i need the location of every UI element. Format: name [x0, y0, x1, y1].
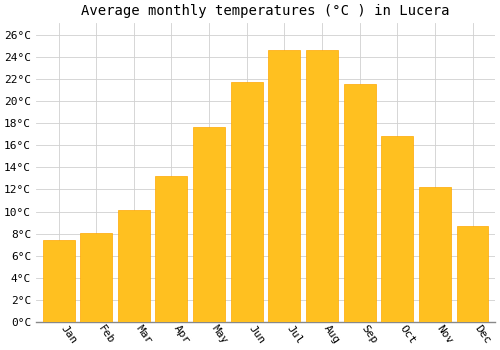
Title: Average monthly temperatures (°C ) in Lucera: Average monthly temperatures (°C ) in Lu… — [82, 4, 450, 18]
Bar — [306, 50, 338, 322]
Bar — [156, 176, 188, 322]
Bar — [80, 232, 112, 322]
Bar — [344, 84, 376, 322]
Bar — [268, 50, 300, 322]
Bar — [193, 127, 225, 322]
Bar — [118, 210, 150, 322]
Bar — [231, 82, 262, 322]
Bar — [419, 187, 451, 322]
Bar — [42, 240, 74, 322]
Bar — [456, 226, 488, 322]
Bar — [382, 136, 413, 322]
